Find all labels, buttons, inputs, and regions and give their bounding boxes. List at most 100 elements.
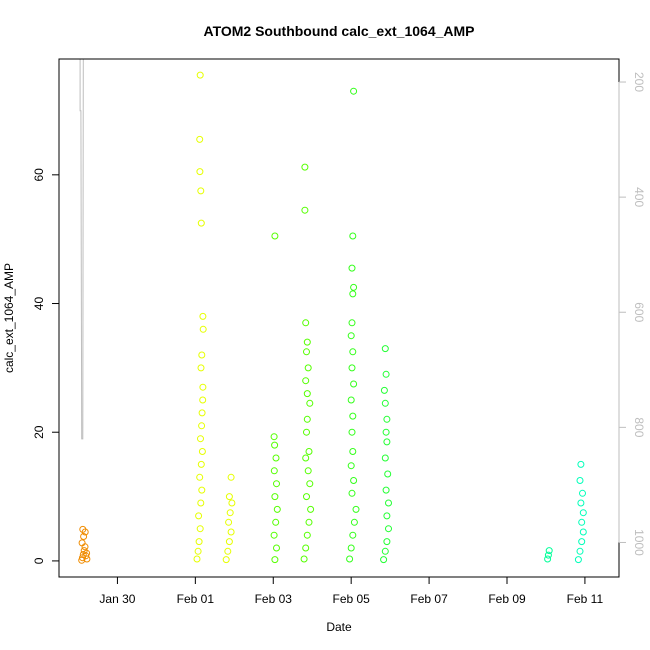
data-point bbox=[579, 489, 586, 497]
data-point bbox=[577, 460, 585, 468]
data-point bbox=[270, 467, 278, 475]
data-point bbox=[385, 499, 392, 507]
data-point bbox=[78, 539, 86, 547]
x-tick-label: Feb 09 bbox=[488, 592, 526, 606]
data-point bbox=[577, 499, 585, 507]
secondary-y-axis: 200 400 600 800 1000 bbox=[618, 72, 646, 556]
series-4 bbox=[346, 87, 360, 563]
data-point bbox=[199, 383, 207, 391]
chart-title: ATOM2 Southbound calc_ext_1064_AMP bbox=[204, 23, 475, 39]
data-point bbox=[271, 493, 279, 501]
y-tick-label: 40 bbox=[32, 297, 46, 311]
data-point bbox=[307, 505, 315, 513]
data-point bbox=[348, 364, 356, 372]
data-point bbox=[303, 338, 311, 346]
data-point bbox=[271, 441, 279, 449]
y2-tick-label: 400 bbox=[632, 187, 646, 207]
data-point bbox=[196, 525, 204, 533]
data-point bbox=[198, 409, 206, 417]
data-point bbox=[273, 480, 280, 488]
data-point bbox=[198, 422, 206, 430]
data-point bbox=[349, 448, 357, 455]
data-point bbox=[225, 518, 233, 526]
data-point bbox=[199, 312, 207, 320]
data-point bbox=[349, 232, 357, 240]
data-point bbox=[196, 168, 204, 176]
data-point bbox=[382, 370, 390, 378]
data-point bbox=[196, 71, 204, 79]
data-point bbox=[303, 348, 310, 356]
secondary-line-series bbox=[79, 58, 84, 440]
series-6 bbox=[544, 547, 553, 563]
data-point bbox=[222, 556, 230, 564]
data-point bbox=[305, 518, 313, 526]
data-point bbox=[349, 412, 357, 420]
data-point bbox=[574, 556, 582, 564]
data-point bbox=[349, 290, 357, 298]
data-point bbox=[83, 555, 91, 563]
data-point bbox=[545, 547, 553, 555]
data-point bbox=[198, 448, 206, 455]
data-point bbox=[347, 396, 355, 404]
series-5 bbox=[380, 345, 392, 564]
data-point bbox=[382, 428, 390, 436]
data-point bbox=[301, 206, 309, 214]
data-point bbox=[383, 512, 391, 520]
data-point bbox=[350, 87, 358, 95]
data-point bbox=[579, 509, 587, 517]
x-tick-label: Feb 11 bbox=[567, 592, 604, 606]
data-point bbox=[197, 435, 204, 443]
data-point bbox=[544, 555, 552, 563]
data-point bbox=[197, 460, 205, 468]
data-point bbox=[272, 454, 280, 462]
series-2 bbox=[193, 71, 236, 564]
data-point bbox=[199, 396, 207, 404]
data-point bbox=[199, 325, 207, 333]
data-point bbox=[578, 518, 586, 526]
data-point bbox=[306, 480, 314, 488]
data-point bbox=[303, 531, 311, 539]
data-point bbox=[227, 528, 235, 536]
x-axis: Jan 30 Feb 01 Feb 03 Feb 05 Feb 07 Feb 09 Feb … bbox=[99, 576, 604, 606]
data-point bbox=[306, 399, 314, 407]
data-point bbox=[347, 462, 355, 470]
y-tick-label: 0 bbox=[32, 557, 46, 564]
y-axis: 0 20 40 60 bbox=[32, 168, 60, 564]
data-point bbox=[227, 473, 235, 481]
x-axis-label: Date bbox=[326, 620, 352, 634]
data-point bbox=[302, 319, 310, 327]
data-point bbox=[197, 364, 205, 372]
secondary-line bbox=[79, 58, 84, 440]
data-point bbox=[273, 544, 280, 552]
y2-tick-label: 600 bbox=[632, 302, 646, 322]
y2-tick-label: 200 bbox=[632, 72, 646, 92]
data-point bbox=[349, 348, 357, 356]
data-point bbox=[350, 477, 358, 484]
y2-tick-label: 800 bbox=[632, 417, 646, 437]
data-point bbox=[348, 428, 356, 436]
data-point bbox=[303, 428, 310, 436]
data-point bbox=[383, 438, 391, 446]
data-point bbox=[349, 531, 357, 539]
data-point bbox=[579, 528, 587, 536]
data-point bbox=[383, 415, 391, 423]
data-point bbox=[385, 525, 392, 533]
series-1 bbox=[78, 525, 91, 564]
data-point bbox=[303, 415, 311, 423]
data-point bbox=[305, 448, 313, 455]
x-tick-label: Feb 01 bbox=[177, 592, 215, 606]
data-point bbox=[270, 531, 278, 539]
data-point bbox=[195, 512, 203, 520]
data-point bbox=[350, 380, 358, 388]
series-layer bbox=[78, 71, 587, 564]
data-point bbox=[381, 547, 389, 555]
data-point bbox=[576, 477, 584, 484]
data-point bbox=[578, 538, 586, 546]
x-tick-label: Feb 05 bbox=[332, 592, 370, 606]
data-point bbox=[348, 264, 356, 272]
data-point bbox=[347, 332, 355, 340]
data-point bbox=[271, 232, 279, 240]
data-point bbox=[303, 493, 310, 501]
data-point bbox=[225, 493, 233, 501]
